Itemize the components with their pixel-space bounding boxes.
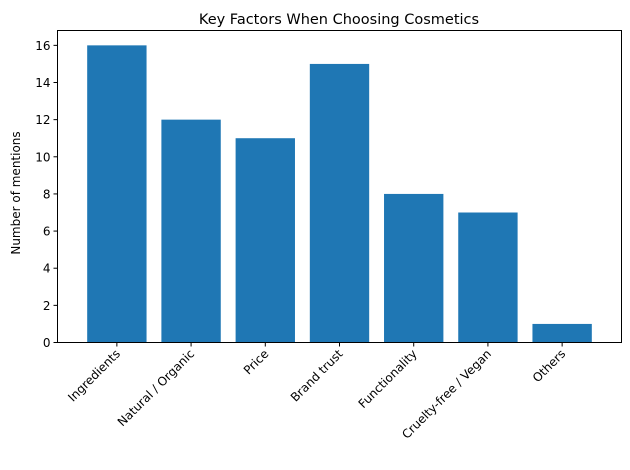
x-tick-label: Natural / Organic bbox=[115, 347, 197, 429]
y-tick-label: 0 bbox=[43, 336, 51, 350]
chart-title: Key Factors When Choosing Cosmetics bbox=[199, 12, 479, 28]
bar-functionality bbox=[384, 193, 444, 343]
y-axis-label: Number of mentions bbox=[9, 131, 23, 254]
x-tick-label: Others bbox=[530, 347, 568, 385]
x-tick-label: Brand trust bbox=[288, 347, 346, 405]
y-tick-label: 16 bbox=[35, 39, 50, 53]
x-tick-label: Price bbox=[241, 347, 272, 378]
y-tick-label: 2 bbox=[43, 299, 51, 313]
y-tick-label: 10 bbox=[35, 150, 50, 164]
y-tick-label: 6 bbox=[43, 225, 51, 239]
bar-natural-organic bbox=[161, 119, 221, 343]
x-tick-label: Functionality bbox=[356, 347, 420, 411]
bar-brand-trust bbox=[309, 63, 370, 343]
y-axis-ticks: 0 2 4 6 8 10 12 14 16 bbox=[35, 39, 58, 350]
y-tick-label: 12 bbox=[35, 113, 50, 127]
bar-cruelty-free-vegan bbox=[458, 212, 518, 343]
y-tick-label: 8 bbox=[43, 187, 51, 201]
bar-price bbox=[235, 138, 295, 343]
x-tick-label: Ingredients bbox=[65, 347, 123, 405]
bars bbox=[87, 45, 592, 343]
plot-frame bbox=[57, 30, 622, 343]
y-tick-label: 14 bbox=[35, 76, 50, 90]
y-tick-label: 4 bbox=[43, 262, 51, 276]
bar-others bbox=[532, 323, 592, 343]
bar-ingredients bbox=[87, 45, 147, 343]
